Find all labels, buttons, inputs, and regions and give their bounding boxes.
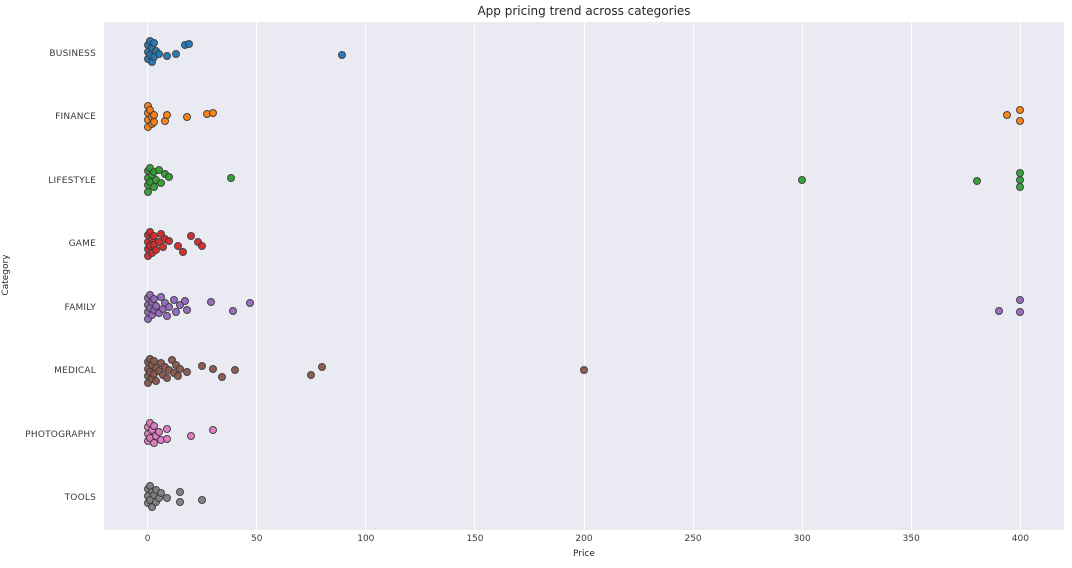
data-point [154, 427, 163, 436]
data-point [246, 298, 255, 307]
data-point [174, 372, 183, 381]
x-tick-label: 100 [357, 534, 375, 544]
data-point [226, 173, 235, 182]
data-point [1003, 111, 1012, 120]
data-point [187, 431, 196, 440]
data-point [187, 232, 196, 241]
x-tick-label: 200 [575, 534, 593, 544]
data-point [176, 498, 185, 507]
gridline [365, 22, 367, 530]
data-point [163, 434, 172, 443]
data-point [167, 356, 176, 365]
data-point [163, 51, 172, 60]
data-point [178, 248, 187, 257]
data-point [172, 49, 180, 58]
data-point [1016, 182, 1025, 191]
x-axis-label: Price [573, 549, 595, 559]
data-point [307, 371, 316, 380]
gridline [692, 22, 694, 530]
data-point [158, 243, 167, 252]
data-point [152, 377, 161, 386]
data-point [150, 38, 159, 47]
gridline [583, 22, 585, 530]
x-tick-label: 400 [1011, 534, 1029, 544]
data-point [156, 489, 165, 498]
data-point [994, 306, 1003, 315]
data-point [209, 365, 218, 374]
data-point [143, 379, 152, 388]
data-point [580, 366, 588, 375]
data-point [172, 307, 180, 316]
data-point [163, 374, 172, 383]
gridline [910, 22, 912, 530]
data-point [156, 230, 165, 239]
x-tick-label: 350 [902, 534, 920, 544]
gridline [1019, 22, 1021, 530]
data-point [198, 242, 207, 251]
data-point [148, 503, 156, 512]
data-point [143, 187, 152, 196]
gridline [256, 22, 258, 530]
data-point [1016, 295, 1025, 304]
y-tick-label: BUSINESS [49, 48, 96, 59]
data-point [185, 39, 194, 48]
x-tick-label: 0 [144, 534, 151, 544]
x-tick-label: 300 [793, 534, 811, 544]
x-tick-label: 250 [684, 534, 702, 544]
data-point [209, 109, 218, 118]
plot-area [104, 22, 1064, 530]
y-tick-label: FAMILY [64, 302, 96, 313]
data-point [198, 362, 207, 371]
data-point [182, 305, 191, 314]
data-point [176, 300, 185, 309]
y-tick-label: GAME [68, 239, 96, 250]
data-point [182, 368, 191, 377]
data-point [169, 295, 178, 304]
data-point [163, 494, 172, 503]
data-point [163, 111, 172, 120]
data-point [156, 178, 165, 187]
data-point [798, 175, 807, 184]
gridline [147, 22, 149, 530]
data-point [165, 237, 174, 246]
data-point [165, 172, 174, 181]
data-point [206, 297, 215, 306]
chart-title: App pricing trend across categories [477, 4, 691, 18]
y-tick-label: TOOLS [64, 493, 96, 504]
data-point [154, 308, 163, 317]
data-point [154, 49, 163, 58]
data-point [318, 363, 327, 372]
data-point [217, 373, 226, 382]
data-point [143, 314, 152, 323]
gridline [474, 22, 476, 530]
data-point [174, 242, 183, 251]
y-tick-label: LIFESTYLE [48, 175, 96, 186]
data-point [228, 306, 237, 315]
data-point [163, 424, 172, 433]
x-tick-label: 50 [250, 534, 263, 544]
data-point [337, 50, 346, 59]
data-point [230, 366, 239, 375]
x-tick-label: 150 [466, 534, 484, 544]
data-point [1016, 307, 1025, 316]
gridline [801, 22, 803, 530]
data-point [1016, 117, 1025, 126]
data-point [165, 302, 174, 311]
data-point [180, 296, 189, 305]
y-tick-label: PHOTOGRAPHY [25, 429, 96, 440]
data-point [150, 421, 159, 430]
data-point [182, 113, 191, 122]
data-point [972, 176, 981, 185]
data-point [156, 292, 165, 301]
data-point [150, 118, 159, 127]
data-point [1016, 106, 1025, 115]
data-point [176, 488, 185, 497]
y-axis-label: Category [1, 254, 11, 296]
data-point [198, 496, 207, 505]
data-point [209, 425, 218, 434]
y-tick-label: MEDICAL [54, 366, 96, 377]
data-point [163, 311, 172, 320]
y-tick-label: FINANCE [55, 112, 96, 123]
